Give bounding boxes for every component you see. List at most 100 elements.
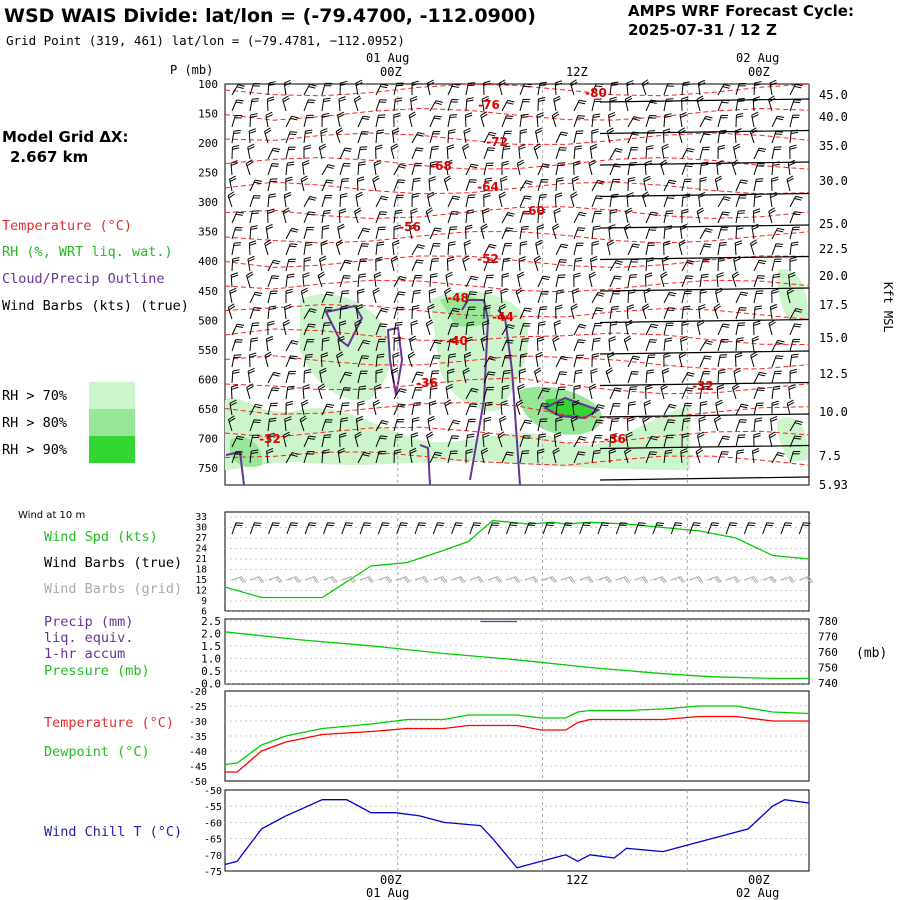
barb-feather xyxy=(408,353,415,359)
barb-feather xyxy=(561,243,569,247)
barb-feather xyxy=(320,242,328,246)
barb-feather xyxy=(661,255,669,260)
barb-feather xyxy=(555,416,563,420)
wind-barb xyxy=(321,419,333,432)
wind-barb xyxy=(771,385,781,400)
barb-feather xyxy=(253,181,262,185)
barb-feather xyxy=(754,193,762,196)
barb-feather xyxy=(503,145,511,148)
wind-barb xyxy=(267,163,279,176)
barb-feather xyxy=(481,95,489,100)
barb-feather xyxy=(355,303,363,308)
barb-feather xyxy=(713,303,721,309)
temperature-label: -44 xyxy=(492,310,514,324)
wind-barb xyxy=(786,287,795,304)
wind-barb xyxy=(663,352,671,368)
barb-feather xyxy=(768,431,776,436)
barb-feather xyxy=(322,449,330,452)
wind-barb xyxy=(249,291,263,304)
barb-feather xyxy=(577,341,585,344)
wind-barb xyxy=(393,403,406,416)
barb-feather xyxy=(412,417,420,420)
wind-barb xyxy=(731,159,739,176)
wind-barb xyxy=(771,339,785,352)
wind-barb xyxy=(789,211,802,224)
wind-barb xyxy=(429,160,438,176)
barb-feather xyxy=(395,97,403,100)
barb-feather xyxy=(794,323,802,326)
barb-feather xyxy=(513,576,519,584)
barb-feather xyxy=(610,323,618,326)
wind-barb xyxy=(573,242,584,256)
kft-axis-label: Kft MSL xyxy=(881,282,895,333)
wind-barb xyxy=(249,195,261,208)
barb-feather xyxy=(715,402,723,407)
barb-feather xyxy=(571,305,578,311)
barb-feather xyxy=(642,191,649,197)
barb-feather xyxy=(507,324,515,327)
wind-barb xyxy=(303,83,317,96)
wind-barb xyxy=(357,115,371,128)
barb-feather xyxy=(284,194,292,198)
barb-feather xyxy=(375,146,383,150)
barb-feather xyxy=(593,113,601,116)
barb-feather xyxy=(588,576,594,583)
barb-feather xyxy=(665,452,673,454)
wind-barb xyxy=(465,291,478,304)
barb-feather xyxy=(771,176,779,180)
wind-barb xyxy=(500,400,508,416)
barb-feather xyxy=(754,419,762,422)
wind-barb xyxy=(717,114,729,128)
barb-feather xyxy=(681,96,689,100)
wind-barb xyxy=(303,129,313,144)
barb-feather xyxy=(440,576,446,584)
barb-feather xyxy=(627,418,635,422)
barb-feather xyxy=(302,274,310,278)
wind-barb xyxy=(735,195,747,208)
barb-feather xyxy=(701,273,709,276)
barb-feather xyxy=(664,225,673,228)
barb-feather xyxy=(445,159,453,164)
wind-barb xyxy=(375,307,389,320)
wind-barb xyxy=(751,111,759,128)
wind-barb xyxy=(645,323,659,336)
wind-barb xyxy=(753,178,764,192)
wind-barb-grid xyxy=(561,576,576,584)
barb-feather xyxy=(410,98,418,102)
barb-feather xyxy=(647,132,655,135)
wind-barb xyxy=(321,164,335,176)
barb-feather xyxy=(336,351,343,356)
wind-barb xyxy=(337,335,345,352)
wind-barb xyxy=(231,129,241,144)
barb-feather xyxy=(754,307,762,310)
wind-barb xyxy=(483,274,494,288)
barb-feather xyxy=(736,339,744,342)
barb-feather xyxy=(250,337,259,340)
barb-feather xyxy=(521,340,529,343)
barb-feather xyxy=(444,175,451,181)
barb-feather xyxy=(520,243,528,246)
wind-barb xyxy=(717,323,730,336)
wind-barb xyxy=(663,83,675,96)
barb-feather xyxy=(610,433,618,436)
barb-feather xyxy=(434,339,443,342)
barb-feather xyxy=(596,182,604,185)
barb-feather xyxy=(500,178,508,182)
wind-barb xyxy=(447,353,457,368)
wind-barb xyxy=(789,450,801,464)
wind-barb xyxy=(537,403,549,416)
barb-feather xyxy=(481,449,489,455)
wind-barb xyxy=(573,211,587,224)
barb-feather xyxy=(685,165,693,168)
wind-barb xyxy=(375,338,386,352)
wind-barb xyxy=(285,227,299,240)
barb-feather xyxy=(753,432,761,436)
wind-barb xyxy=(285,115,299,128)
barb-feather xyxy=(794,435,802,438)
barb-feather xyxy=(518,258,526,262)
barb-feather xyxy=(480,223,488,228)
wind-barb xyxy=(447,211,459,224)
barb-feather xyxy=(422,576,427,584)
wind-barb xyxy=(518,256,526,272)
barb-feather xyxy=(722,99,730,102)
